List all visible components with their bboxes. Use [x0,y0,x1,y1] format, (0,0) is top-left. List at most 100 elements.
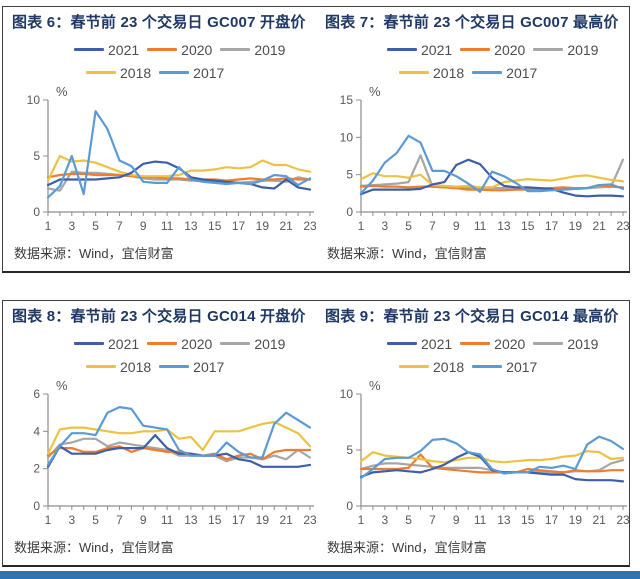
svg-text:5: 5 [92,219,99,233]
svg-text:15: 15 [521,513,535,527]
svg-text:15: 15 [340,93,354,107]
series-line-2021 [46,433,312,468]
legend-item-2017: 2017 [472,359,541,375]
svg-text:17: 17 [545,219,559,233]
series-line-2017 [46,110,312,199]
series-line-2018 [359,172,625,189]
legend-row: 2018 2017 [387,61,625,84]
svg-text:11: 11 [474,219,487,233]
legend-row: 2021 2020 2019 [74,332,312,355]
line-chart-gc007-open: % 0 5 10 1 3 5 7 9 11 13 15 17 19 21 23 [12,84,316,243]
svg-text:%: % [369,380,381,393]
legend-item-2019: 2019 [220,336,289,352]
chart-panel-7: 图表 7：春节前 23 个交易日 GC007 最高价 2021 2020 2019 2… [316,7,629,271]
svg-text:7: 7 [429,219,436,233]
report-section-gc014: 图表 8：春节前 23 个交易日 GC014 开盘价 2021 2020 2019 2… [2,300,630,567]
svg-text:3: 3 [381,219,388,233]
series-line-2018 [46,154,312,182]
legend-item-2020: 2020 [147,336,216,352]
legend-item-2020: 2020 [147,42,216,58]
chart-panel-6: 图表 6：春节前 23 个交易日 GC007 开盘价 2021 2020 2019 2… [3,7,316,271]
legend-swatch-icon [74,342,104,345]
svg-text:%: % [56,380,68,393]
svg-text:2: 2 [33,462,40,476]
legend-item-2021: 2021 [74,42,143,58]
legend-swatch-icon [472,71,503,74]
svg-text:9: 9 [453,219,460,233]
svg-text:7: 7 [116,513,123,527]
legend-item-2017: 2017 [472,65,541,81]
legend-label: 2019 [254,335,286,352]
legend-swatch-icon [74,48,104,51]
panel-grid: 图表 8：春节前 23 个交易日 GC014 开盘价 2021 2020 2019 2… [3,301,629,565]
legend-swatch-icon [86,365,116,368]
series-line-2020 [46,445,312,461]
svg-text:15: 15 [208,219,222,233]
svg-text:7: 7 [116,219,123,233]
svg-text:6: 6 [33,387,40,401]
svg-text:9: 9 [140,513,147,527]
chart-legend: 2021 2020 2019 2018 2017 [12,38,312,84]
series-line-2017 [46,406,312,467]
chart-title: 图表 7：春节前 23 个交易日 GC007 最高价 [325,14,619,31]
legend-row: 2018 2017 [74,61,312,84]
chart-legend: 2021 2020 2019 2018 2017 [325,38,625,84]
legend-label: 2019 [567,335,599,352]
svg-text:5: 5 [346,443,353,457]
series-line-2020 [359,453,625,474]
bottom-accent-bar [0,571,640,579]
svg-text:19: 19 [256,219,270,233]
legend-item-2017: 2017 [159,359,228,375]
svg-text:5: 5 [346,168,353,182]
svg-text:1: 1 [358,513,365,527]
svg-text:3: 3 [381,513,388,527]
series-line-2017 [359,435,625,480]
svg-text:17: 17 [232,513,246,527]
legend-label: 2017 [506,64,538,81]
svg-text:0: 0 [33,205,40,219]
svg-text:23: 23 [303,513,316,527]
legend-row: 2021 2020 2019 [74,38,312,61]
svg-text:21: 21 [280,513,294,527]
legend-swatch-icon [460,342,491,345]
svg-text:17: 17 [232,219,246,233]
svg-text:19: 19 [256,513,270,527]
legend-swatch-icon [220,48,251,51]
legend-swatch-icon [533,342,564,345]
legend-label: 2018 [120,64,152,81]
legend-swatch-icon [387,48,417,51]
svg-text:3: 3 [68,219,75,233]
data-source-note: 数据来源：Wind，宜信财富 [14,246,174,261]
legend-item-2018: 2018 [399,359,468,375]
svg-text:7: 7 [429,513,436,527]
legend-row: 2021 2020 2019 [387,332,625,355]
svg-text:11: 11 [161,219,174,233]
data-source-note: 数据来源：Wind，宜信财富 [327,540,487,555]
legend-swatch-icon [159,71,190,74]
legend-label: 2017 [506,358,538,375]
svg-text:1: 1 [358,219,365,233]
svg-text:0: 0 [346,499,353,513]
legend-label: 2021 [421,335,453,352]
svg-text:23: 23 [303,219,316,233]
svg-text:15: 15 [208,513,222,527]
legend-item-2019: 2019 [220,42,289,58]
legend-swatch-icon [159,365,190,368]
svg-text:13: 13 [497,219,511,233]
line-chart-gc014-open: % 0 2 4 6 1 3 5 7 9 11 13 15 17 19 21 23 [12,378,316,537]
legend-swatch-icon [472,365,503,368]
svg-text:1: 1 [45,513,52,527]
svg-text:19: 19 [569,219,583,233]
svg-text:11: 11 [474,513,487,527]
svg-text:3: 3 [68,513,75,527]
svg-text:0: 0 [346,205,353,219]
svg-text:13: 13 [184,219,198,233]
legend-label: 2021 [108,335,140,352]
svg-text:5: 5 [92,513,99,527]
legend-item-2021: 2021 [387,42,456,58]
legend-item-2017: 2017 [159,65,228,81]
